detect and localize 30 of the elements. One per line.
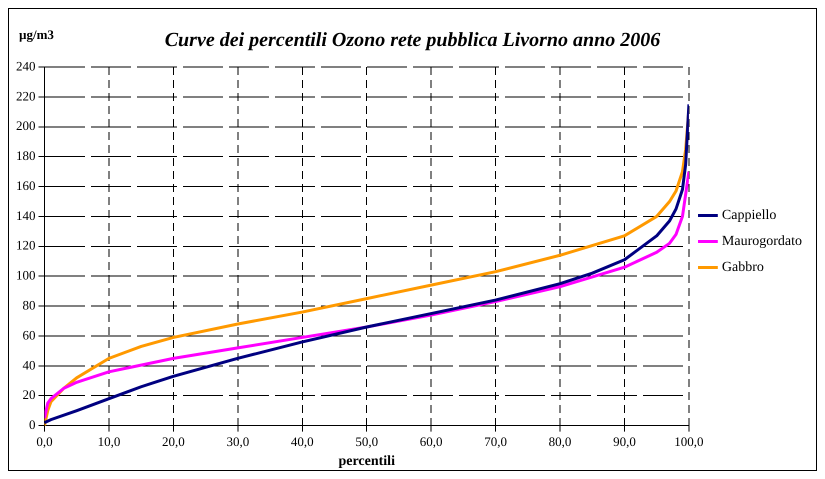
chart-title: Curve dei percentili Ozono rete pubblica Livorno anno 2006 — [164, 29, 660, 52]
legend-label: Cappiello — [722, 208, 776, 224]
y-tick-label: 20 — [22, 387, 36, 402]
y-tick-label: 40 — [22, 357, 36, 372]
y-tick-label: 60 — [22, 327, 36, 342]
x-tick-label: 0,0 — [36, 434, 53, 449]
x-tick-label: 70,0 — [484, 434, 507, 449]
y-tick-label: 180 — [16, 148, 36, 164]
y-tick-label: 200 — [16, 118, 36, 134]
x-tick-label: 80,0 — [548, 434, 572, 449]
y-axis-title: µg/m3 — [19, 26, 54, 42]
y-tick-label: 160 — [16, 178, 36, 193]
y-tick-label: 240 — [16, 58, 36, 74]
x-tick-label: 40,0 — [290, 434, 314, 449]
legend-label: Gabbro — [722, 260, 764, 276]
x-tick-label: 50,0 — [355, 434, 378, 449]
y-tick-label: 140 — [16, 208, 36, 223]
y-tick-label: 80 — [22, 297, 36, 312]
x-tick-label: 90,0 — [613, 434, 636, 449]
x-tick-label: 30,0 — [226, 434, 250, 449]
y-tick-label: 220 — [16, 88, 36, 104]
legend-label: Maurogordato — [722, 234, 802, 250]
x-tick-label: 20,0 — [162, 434, 185, 449]
x-tick-label: 10,0 — [98, 434, 120, 449]
y-tick-label: 100 — [16, 268, 36, 283]
y-tick-label: 0 — [29, 417, 36, 432]
x-tick-label: 100,0 — [674, 434, 704, 449]
x-axis-title: percentili — [338, 454, 396, 470]
y-tick-label: 120 — [16, 238, 36, 253]
x-tick-label: 60,0 — [420, 434, 443, 449]
